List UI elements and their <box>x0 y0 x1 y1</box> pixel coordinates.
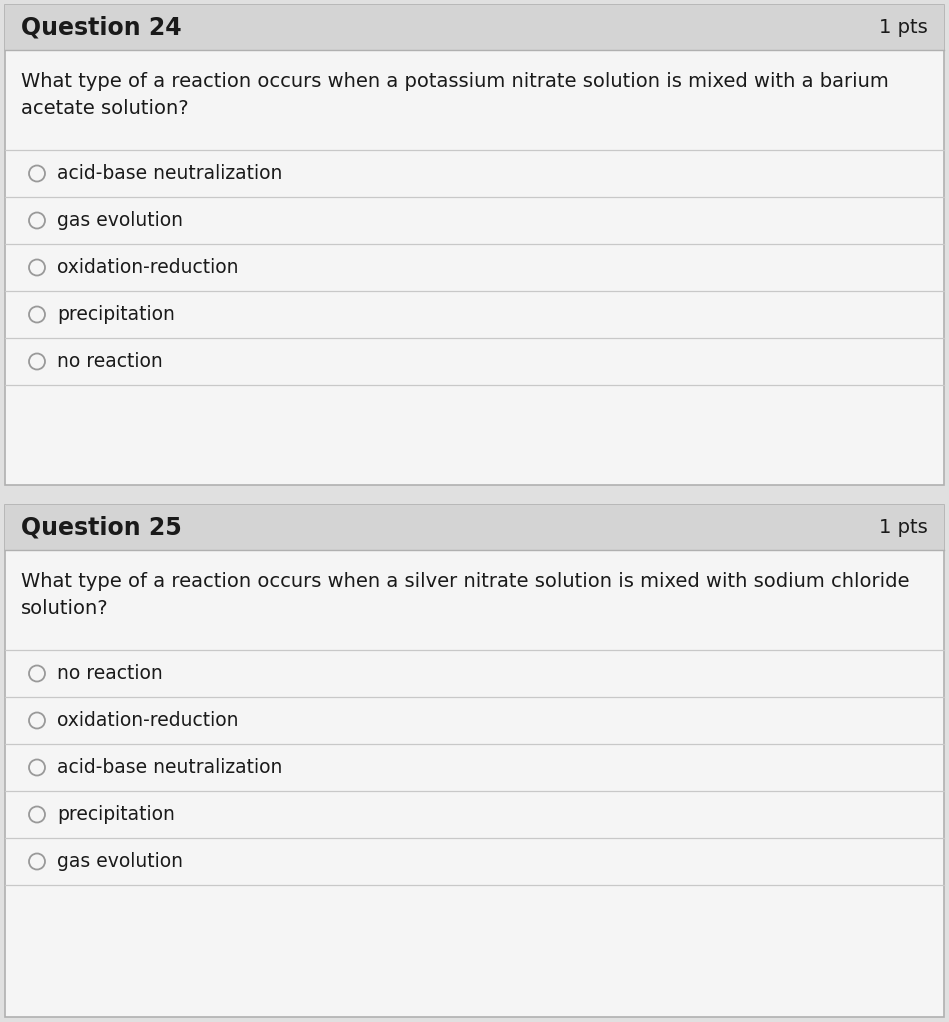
Text: gas evolution: gas evolution <box>57 852 183 871</box>
FancyBboxPatch shape <box>5 505 944 550</box>
Text: acid-base neutralization: acid-base neutralization <box>57 758 283 777</box>
FancyBboxPatch shape <box>5 5 944 50</box>
Text: What type of a reaction occurs when a potassium nitrate solution is mixed with a: What type of a reaction occurs when a po… <box>21 72 889 119</box>
FancyBboxPatch shape <box>5 505 944 1017</box>
Text: gas evolution: gas evolution <box>57 211 183 230</box>
Text: What type of a reaction occurs when a silver nitrate solution is mixed with sodi: What type of a reaction occurs when a si… <box>21 572 909 618</box>
Text: no reaction: no reaction <box>57 664 162 683</box>
Text: precipitation: precipitation <box>57 305 175 324</box>
Text: no reaction: no reaction <box>57 352 162 371</box>
Text: acid-base neutralization: acid-base neutralization <box>57 164 283 183</box>
Text: Question 24: Question 24 <box>21 15 181 40</box>
Text: 1 pts: 1 pts <box>880 518 928 537</box>
Text: oxidation-reduction: oxidation-reduction <box>57 711 238 730</box>
Text: Question 25: Question 25 <box>21 515 182 540</box>
Text: precipitation: precipitation <box>57 805 175 824</box>
Text: 1 pts: 1 pts <box>880 18 928 37</box>
FancyBboxPatch shape <box>5 5 944 485</box>
Text: oxidation-reduction: oxidation-reduction <box>57 258 238 277</box>
